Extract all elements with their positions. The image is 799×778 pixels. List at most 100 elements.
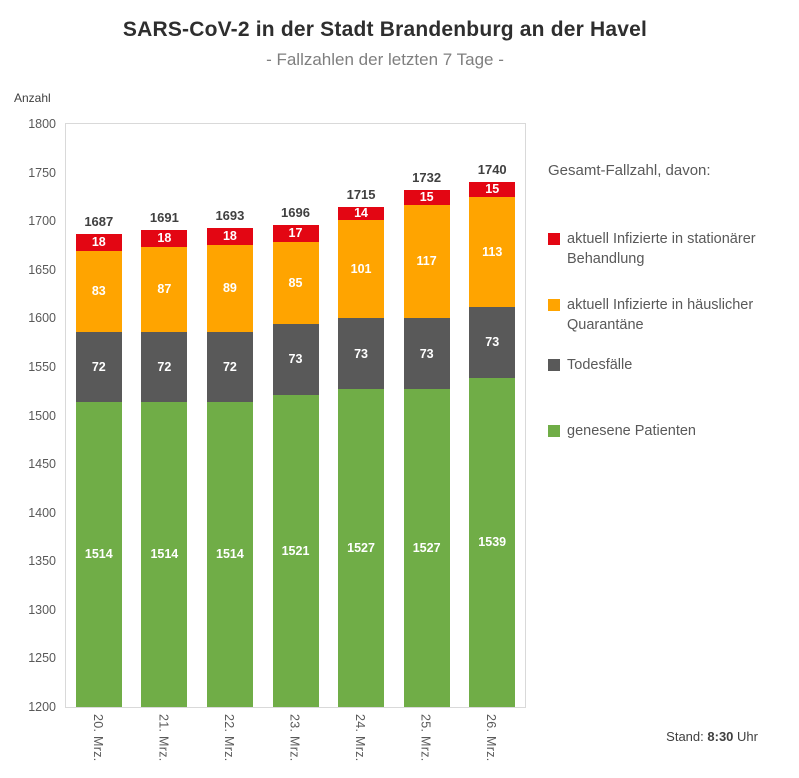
bar-total-label: 1740 bbox=[477, 162, 507, 178]
segment-value-label: 87 bbox=[157, 282, 172, 297]
x-axis-category-label: 26. Mrz. bbox=[484, 714, 499, 762]
bar-segment-genesene-patienten: 1539 bbox=[469, 377, 516, 707]
bar-segment-stationaere-behandlung: 14 bbox=[338, 206, 385, 221]
bar-segment-stationaere-behandlung: 17 bbox=[272, 225, 319, 242]
segment-value-label: 89 bbox=[222, 281, 237, 296]
stand-time: 8:30 bbox=[707, 729, 734, 744]
y-axis-tick-label: 1350 bbox=[28, 554, 56, 569]
segment-value-label: 14 bbox=[354, 206, 369, 221]
segment-value-label: 18 bbox=[222, 229, 237, 244]
legend-label: genesene Patienten bbox=[567, 423, 696, 439]
segment-value-label: 1521 bbox=[281, 543, 310, 558]
segment-value-label: 1527 bbox=[347, 540, 375, 555]
y-axis-tick-label: 1700 bbox=[28, 214, 56, 229]
bar-segment-stationaere-behandlung: 15 bbox=[469, 182, 516, 197]
y-axis-tick-label: 1500 bbox=[28, 408, 56, 423]
segment-value-label: 117 bbox=[416, 254, 437, 269]
bar-total-label: 1691 bbox=[149, 209, 179, 225]
legend-item: Todesfälle bbox=[548, 356, 632, 376]
y-axis-tick-label: 1750 bbox=[28, 165, 56, 180]
legend-item: aktuell Infizierte in häuslicher Quarant… bbox=[548, 296, 775, 335]
y-axis-tick-label: 1400 bbox=[28, 505, 56, 520]
segment-value-label: 1514 bbox=[216, 547, 244, 562]
bar-segment-haeusliche-quarantaene: 89 bbox=[206, 245, 253, 332]
bar-total-label: 1715 bbox=[346, 186, 376, 202]
x-axis-category-label: 22. Mrz. bbox=[221, 714, 236, 762]
bar-segment-genesene-patienten: 1521 bbox=[272, 395, 319, 707]
segment-value-label: 72 bbox=[222, 359, 237, 374]
bar-segment-todesfaelle: 72 bbox=[206, 331, 253, 402]
bar-segment-stationaere-behandlung: 18 bbox=[75, 233, 122, 252]
stacked-bar: 1514 72 83 18 bbox=[75, 233, 122, 707]
legend-swatch bbox=[548, 299, 560, 311]
chart-title: SARS-CoV-2 in der Stadt Brandenburg an d… bbox=[122, 18, 648, 41]
bar-segment-genesene-patienten: 1514 bbox=[141, 401, 188, 707]
bar-segment-stationaere-behandlung: 18 bbox=[141, 229, 188, 248]
bar-total-label: 1687 bbox=[84, 213, 114, 229]
bar-segment-haeusliche-quarantaene: 117 bbox=[403, 204, 450, 319]
y-axis-tick-label: 1450 bbox=[28, 457, 56, 472]
chart-subtitle: - Fallzahlen der letzten 7 Tage - bbox=[266, 50, 504, 69]
segment-value-label: 83 bbox=[91, 284, 106, 299]
bar-segment-genesene-patienten: 1514 bbox=[75, 401, 122, 707]
segment-value-label: 1539 bbox=[478, 535, 507, 550]
legend-item: aktuell Infizierte in stationärer Behand… bbox=[548, 230, 775, 269]
segment-value-label: 15 bbox=[419, 190, 434, 205]
segment-value-label: 113 bbox=[482, 244, 503, 259]
segment-value-label: 101 bbox=[350, 262, 372, 277]
segment-value-label: 1514 bbox=[150, 547, 179, 562]
y-axis-tick-label: 1200 bbox=[28, 700, 56, 714]
bar-segment-haeusliche-quarantaene: 87 bbox=[141, 247, 188, 332]
legend-swatch bbox=[548, 425, 560, 437]
status-timestamp: Stand: 8:30 Uhr bbox=[666, 729, 758, 744]
y-axis-tick-label: 1650 bbox=[28, 262, 56, 277]
y-axis: 1800 1750 1700 1650 1600 1550 1500 1450 1400 1350… bbox=[0, 117, 56, 714]
bar-total-label: 1696 bbox=[281, 205, 310, 221]
bar-segment-todesfaelle: 73 bbox=[272, 324, 319, 396]
segment-value-label: 15 bbox=[485, 182, 500, 197]
legend-item: genesene Patienten bbox=[548, 422, 696, 442]
bar-segment-genesene-patienten: 1527 bbox=[403, 389, 450, 707]
stand-suffix: Uhr bbox=[737, 729, 758, 744]
bar-segment-stationaere-behandlung: 18 bbox=[206, 228, 253, 246]
legend-label: Todesfälle bbox=[567, 357, 633, 373]
stacked-bar: 1527 73 117 15 bbox=[403, 190, 450, 707]
bar-segment-haeusliche-quarantaene: 83 bbox=[75, 251, 122, 332]
bar-segment-haeusliche-quarantaene: 113 bbox=[469, 196, 516, 307]
stand-label: Stand: bbox=[666, 729, 704, 744]
bar-segment-todesfaelle: 72 bbox=[141, 331, 188, 402]
bar-segment-genesene-patienten: 1527 bbox=[338, 389, 385, 707]
bar-segment-haeusliche-quarantaene: 85 bbox=[272, 241, 319, 325]
x-axis-category-label: 25. Mrz. bbox=[418, 714, 433, 762]
bar-segment-genesene-patienten: 1514 bbox=[206, 401, 253, 707]
segment-value-label: 73 bbox=[354, 346, 369, 361]
stacked-bar: 1527 73 101 14 bbox=[338, 206, 385, 707]
stacked-bar: 1514 72 89 18 bbox=[206, 228, 253, 707]
bar-total-label: 1693 bbox=[215, 207, 245, 223]
segment-value-label: 72 bbox=[157, 359, 172, 374]
legend-label: aktuell Infizierte in häuslicher Quarant… bbox=[567, 297, 754, 333]
segment-value-label: 73 bbox=[288, 352, 303, 367]
legend-label: aktuell Infizierte in stationärer Behand… bbox=[567, 231, 756, 267]
bar-segment-todesfaelle: 72 bbox=[75, 331, 122, 402]
stacked-bar: 1514 72 87 18 bbox=[141, 229, 188, 707]
legend-title: Gesamt-Fallzahl, davon: bbox=[548, 162, 711, 179]
segment-value-label: 85 bbox=[288, 275, 303, 290]
segment-value-label: 18 bbox=[157, 231, 172, 246]
x-axis-category-label: 23. Mrz. bbox=[287, 714, 302, 762]
legend-swatch bbox=[548, 233, 560, 245]
y-axis-tick-label: 1600 bbox=[28, 311, 56, 326]
legend-swatch bbox=[548, 359, 560, 371]
x-axis-category-label: 24. Mrz. bbox=[353, 714, 368, 762]
segment-value-label: 72 bbox=[91, 359, 106, 374]
y-axis-tick-label: 1300 bbox=[28, 602, 56, 617]
segment-value-label: 18 bbox=[91, 235, 106, 250]
plot-area: 1514 72 83 18 1687 1514 72 87 18 1691 1514 72 89 18 16… bbox=[65, 123, 526, 708]
bar-segment-todesfaelle: 73 bbox=[469, 306, 516, 378]
bar-segment-stationaere-behandlung: 15 bbox=[403, 190, 450, 205]
segment-value-label: 73 bbox=[485, 334, 500, 349]
y-axis-title: Anzahl bbox=[14, 91, 51, 105]
stacked-bar: 1539 73 113 15 bbox=[469, 182, 516, 707]
y-axis-tick-label: 1550 bbox=[28, 359, 56, 374]
